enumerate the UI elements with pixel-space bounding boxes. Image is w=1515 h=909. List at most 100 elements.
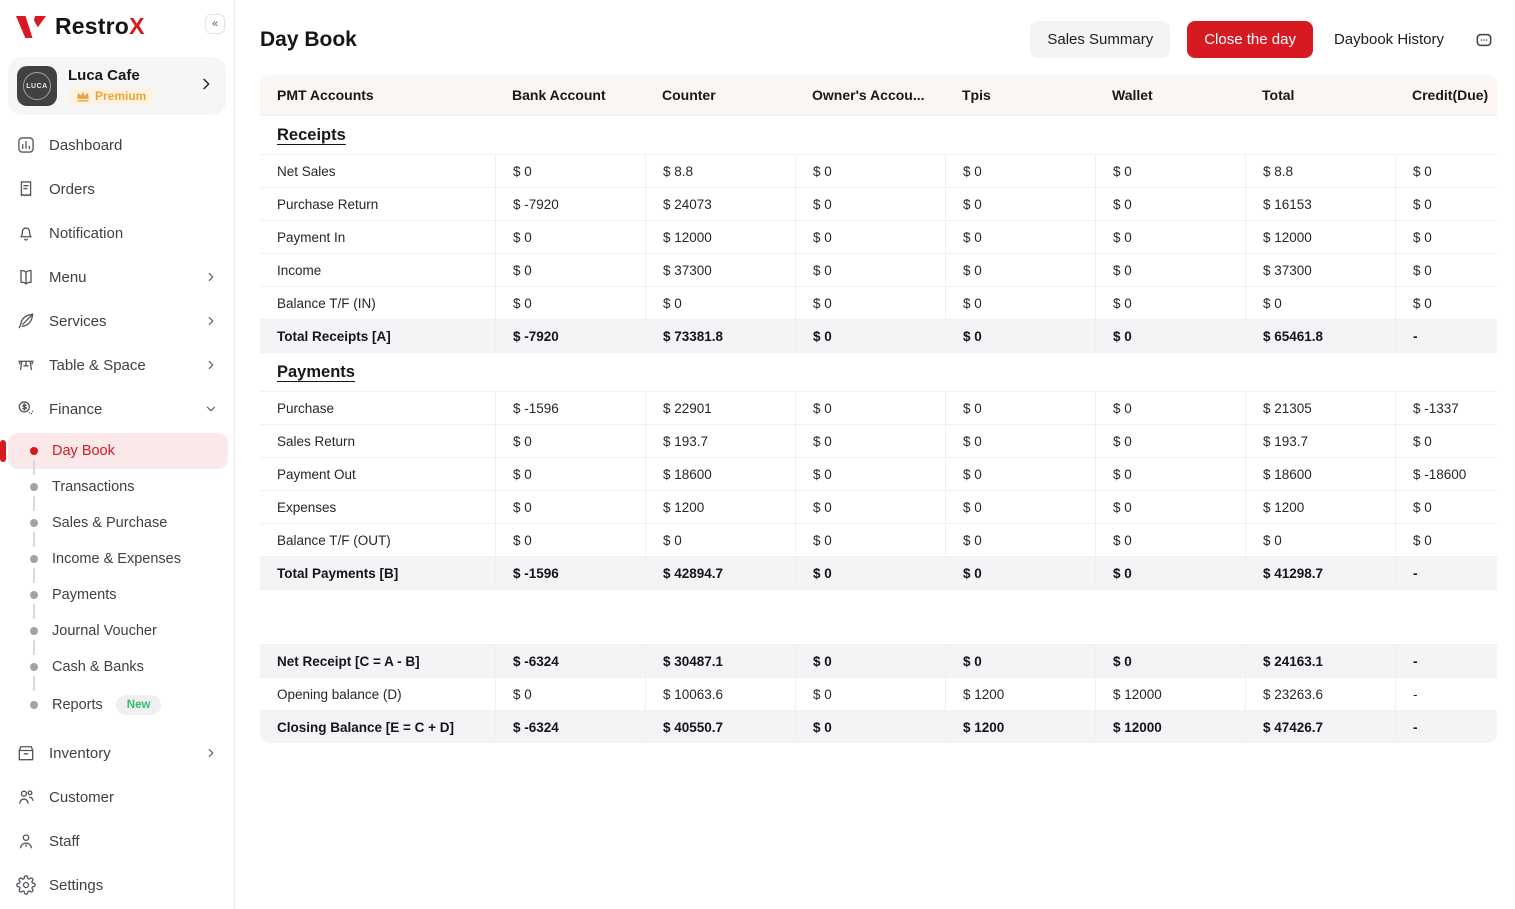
sidebar-collapse-button[interactable]: « xyxy=(205,14,225,34)
finance-submenu-journal-voucher[interactable]: Journal Voucher xyxy=(0,613,228,655)
sidebar-item-notification[interactable]: Notification xyxy=(0,211,234,255)
cell-bank-account: $ -1596 xyxy=(495,557,645,589)
cell-owner-s-accou: $ 0 xyxy=(795,320,945,352)
cell-bank-account: $ 0 xyxy=(495,425,645,457)
page-title: Day Book xyxy=(260,27,357,51)
settings-gear-icon xyxy=(16,875,36,895)
cell-credit-due: - xyxy=(1395,645,1497,677)
cell-total: $ 47426.7 xyxy=(1245,711,1395,743)
sidebar-item-services[interactable]: Services xyxy=(0,299,234,343)
sales-summary-button[interactable]: Sales Summary xyxy=(1030,21,1171,58)
bullet-dot-icon xyxy=(30,555,38,583)
sidebar-item-inventory[interactable]: Inventory xyxy=(0,731,234,775)
cell-total: $ 0 xyxy=(1245,287,1395,319)
row-label: Opening balance (D) xyxy=(277,686,402,702)
cell-total: $ 193.7 xyxy=(1245,425,1395,457)
cell-credit-due: $ -18600 xyxy=(1395,458,1497,490)
cell-bank-account: $ -6324 xyxy=(495,711,645,743)
finance-submenu-transactions[interactable]: Transactions xyxy=(0,469,228,511)
sidebar-item-customer[interactable]: Customer xyxy=(0,775,234,819)
cell-owner-s-accou: $ 0 xyxy=(795,155,945,187)
main-content: Day Book Sales Summary Close the day Day… xyxy=(235,0,1515,909)
cell-bank-account: $ 0 xyxy=(495,524,645,556)
sidebar-item-menu[interactable]: Menu xyxy=(0,255,234,299)
cell-owner-s-accou: $ 0 xyxy=(795,557,945,589)
bullet-dot-icon xyxy=(30,663,38,691)
finance-submenu-day-book[interactable]: Day Book xyxy=(0,433,228,475)
restaurant-switcher[interactable]: LUCA Luca Cafe Premium xyxy=(8,57,226,115)
chevron-down-icon xyxy=(204,402,218,416)
cell-counter: $ 40550.7 xyxy=(645,711,795,743)
row-label: Total Payments [B] xyxy=(277,565,399,581)
table-row-payment-in: Payment In $ 0 $ 12000 $ 0 $ 0 $ 0 $ 12000 $ 0 xyxy=(260,220,1497,253)
finance-submenu-income-expenses[interactable]: Income & Expenses xyxy=(0,541,228,583)
table-row-purchase-return: Purchase Return $ -7920 $ 24073 $ 0 $ 0 $ 0 $ … xyxy=(260,187,1497,220)
cell-tpis: $ 0 xyxy=(945,188,1095,220)
page-header: Day Book Sales Summary Close the day Day… xyxy=(235,0,1515,75)
cell-total: $ 1200 xyxy=(1245,491,1395,523)
sidebar-item-label: Menu xyxy=(49,268,87,286)
sidebar-item-finance[interactable]: Finance xyxy=(0,387,234,431)
row-label: Sales Return xyxy=(277,433,356,449)
customer-icon xyxy=(16,787,36,807)
cell-wallet: $ 0 xyxy=(1095,491,1245,523)
cell-credit-due: $ 0 xyxy=(1395,188,1497,220)
bullet-dot-icon xyxy=(30,447,38,475)
menu-book-icon xyxy=(16,267,36,287)
cell-bank-account: $ -6324 xyxy=(495,645,645,677)
sidebar-item-dashboard[interactable]: Dashboard xyxy=(0,123,234,167)
table-row-opening-balance-d: Opening balance (D) $ 0 $ 10063.6 $ 0 $ 1200… xyxy=(260,677,1497,710)
sidebar-item-label: Dashboard xyxy=(49,136,123,154)
orders-icon xyxy=(16,179,36,199)
sidebar-item-settings[interactable]: Settings xyxy=(0,863,234,907)
inventory-box-icon xyxy=(16,743,36,763)
sidebar-item-label: Table & Space xyxy=(49,356,146,374)
sidebar-item-label: Settings xyxy=(49,876,104,894)
cell-tpis: $ 1200 xyxy=(945,711,1095,743)
cell-owner-s-accou: $ 0 xyxy=(795,524,945,556)
bullet-dot-icon xyxy=(30,519,38,547)
cell-wallet: $ 0 xyxy=(1095,287,1245,319)
cell-wallet: $ 0 xyxy=(1095,188,1245,220)
cell-wallet: $ 0 xyxy=(1095,557,1245,589)
table-row-net-sales: Net Sales $ 0 $ 8.8 $ 0 $ 0 $ 0 $ 8.8 $ 0 xyxy=(260,154,1497,187)
ellipsis-box-icon[interactable] xyxy=(1471,27,1497,53)
cell-owner-s-accou: $ 0 xyxy=(795,425,945,457)
cell-credit-due: $ 0 xyxy=(1395,221,1497,253)
cell-tpis: $ 0 xyxy=(945,155,1095,187)
cell-owner-s-accou: $ 0 xyxy=(795,678,945,710)
column-header-bank-account: Bank Account xyxy=(512,87,606,103)
cell-wallet: $ 0 xyxy=(1095,320,1245,352)
column-header-pmt-accounts: PMT Accounts xyxy=(277,87,374,103)
cell-counter: $ 18600 xyxy=(645,458,795,490)
finance-submenu-payments[interactable]: Payments xyxy=(0,577,228,619)
cell-tpis: $ 0 xyxy=(945,320,1095,352)
cell-credit-due: - xyxy=(1395,557,1497,589)
finance-submenu-cash-banks[interactable]: Cash & Banks xyxy=(0,649,228,691)
cell-bank-account: $ 0 xyxy=(495,491,645,523)
cell-total: $ 16153 xyxy=(1245,188,1395,220)
cell-wallet: $ 0 xyxy=(1095,458,1245,490)
sidebar-item-orders[interactable]: Orders xyxy=(0,167,234,211)
restaurant-avatar: LUCA xyxy=(17,66,57,106)
row-label: Payment In xyxy=(277,229,346,245)
column-header-counter: Counter xyxy=(662,87,716,103)
finance-submenu-sales-purchase[interactable]: Sales & Purchase xyxy=(0,505,228,547)
cell-credit-due: $ 0 xyxy=(1395,425,1497,457)
chevron-right-icon xyxy=(204,746,218,760)
table-row-purchase: Purchase $ -1596 $ 22901 $ 0 $ 0 $ 0 $ 21305 $ … xyxy=(260,391,1497,424)
cell-bank-account: $ 0 xyxy=(495,155,645,187)
sidebar-item-label: Inventory xyxy=(49,744,111,762)
services-feather-icon xyxy=(16,311,36,331)
cell-counter: $ 30487.1 xyxy=(645,645,795,677)
brand-logo: RestroX xyxy=(0,0,234,40)
daybook-history-button[interactable]: Daybook History xyxy=(1330,21,1448,58)
sidebar-item-staff[interactable]: Staff xyxy=(0,819,234,863)
cell-total: $ 0 xyxy=(1245,524,1395,556)
close-the-day-button[interactable]: Close the day xyxy=(1187,21,1313,58)
table-row-closing-balance-e-c-d: Closing Balance [E = C + D] $ -6324 $ 4055… xyxy=(260,710,1497,743)
cell-wallet: $ 12000 xyxy=(1095,678,1245,710)
finance-submenu-reports[interactable]: Reports New xyxy=(0,685,228,725)
sidebar-item-table-space[interactable]: Table & Space xyxy=(0,343,234,387)
brand-name: RestroX xyxy=(55,13,145,39)
